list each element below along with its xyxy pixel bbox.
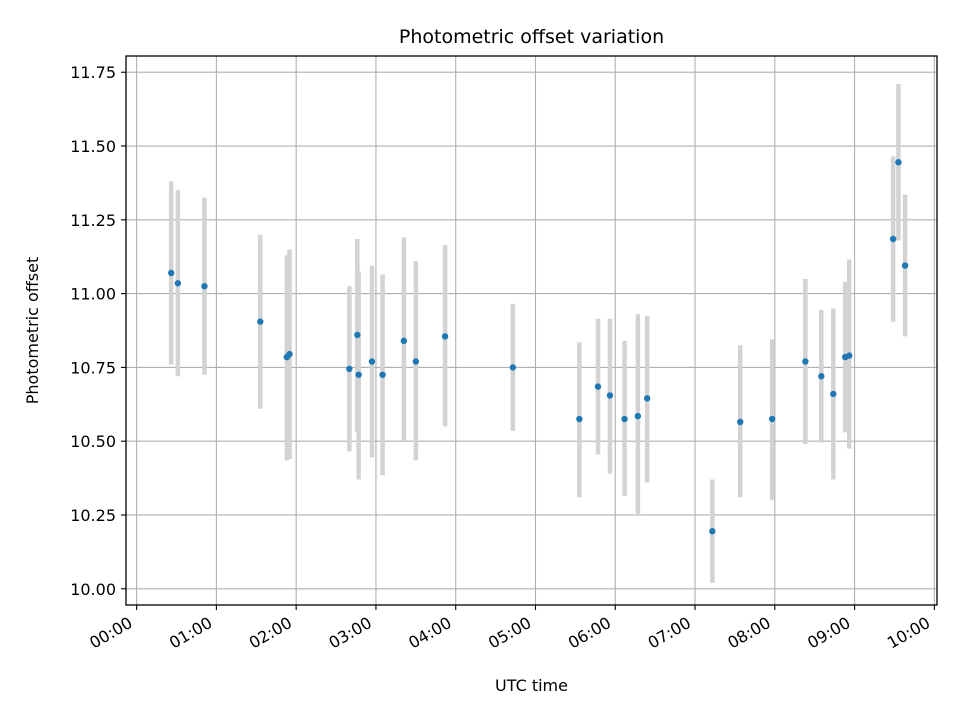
- data-point: [174, 280, 182, 287]
- x-tick-label: 06:00: [565, 613, 614, 653]
- plot-area-frame: [125, 55, 938, 606]
- data-point: [441, 333, 449, 340]
- data-point: [768, 415, 776, 423]
- x-tick-label: 00:00: [86, 613, 135, 653]
- y-axis-label: Photometric offset: [23, 257, 42, 405]
- data-point: [643, 395, 651, 402]
- data-point: [257, 318, 264, 325]
- data-point: [818, 373, 825, 380]
- y-tick-label: 11.50: [70, 137, 116, 156]
- y-tick-label: 10.50: [70, 432, 116, 451]
- data-point: [168, 269, 175, 277]
- x-tick-label: 09:00: [804, 613, 853, 653]
- data-point: [606, 392, 614, 399]
- data-point: [901, 262, 909, 269]
- data-point: [354, 331, 361, 339]
- data-point: [709, 528, 716, 535]
- data-point: [201, 283, 208, 290]
- y-tick-label: 10.00: [70, 580, 116, 599]
- y-tick-label: 10.25: [70, 506, 116, 525]
- x-tick-label: 08:00: [724, 613, 773, 653]
- data-point: [830, 390, 837, 398]
- x-axis-label: UTC time: [495, 676, 568, 695]
- data-point: [846, 352, 853, 359]
- data-point: [594, 383, 602, 390]
- data-point: [576, 415, 583, 423]
- data-point: [286, 350, 293, 358]
- x-tick-label: 01:00: [166, 613, 215, 653]
- y-tick-label: 11.75: [70, 63, 116, 82]
- x-tick-label: 05:00: [485, 613, 534, 653]
- data-point: [355, 371, 362, 378]
- grid-lines: [126, 56, 937, 605]
- data-point: [889, 235, 897, 243]
- data-point: [895, 159, 902, 166]
- data-point: [802, 358, 809, 365]
- y-tick-label: 11.00: [70, 285, 116, 304]
- y-tick-label: 11.25: [70, 211, 116, 230]
- data-point: [621, 415, 628, 423]
- x-tick-label: 03:00: [326, 613, 375, 653]
- y-tick-label: 10.75: [70, 358, 116, 377]
- y-axis-ticks: 10.00 10.25 10.50 10.75 11.00 11.25 11.50 11.75: [70, 63, 126, 599]
- data-point: [368, 358, 376, 365]
- x-axis-ticks: 00:00 01:00 02:00 03:00 04:00 05:00 06:00 07:00…: [86, 605, 935, 653]
- x-tick-label: 10:00: [884, 613, 933, 653]
- data-point: [509, 364, 517, 371]
- x-tick-label: 02:00: [246, 613, 295, 653]
- chart-title: Photometric offset variation: [399, 26, 664, 48]
- data-point: [379, 371, 386, 378]
- data-point: [634, 412, 642, 420]
- x-tick-label: 04:00: [405, 613, 454, 653]
- data-point: [412, 358, 420, 365]
- data-point: [737, 418, 744, 426]
- x-tick-label: 07:00: [645, 613, 694, 653]
- error-bars: [168, 84, 908, 583]
- data-point: [346, 365, 353, 373]
- data-points: [168, 159, 909, 535]
- data-point: [400, 337, 408, 345]
